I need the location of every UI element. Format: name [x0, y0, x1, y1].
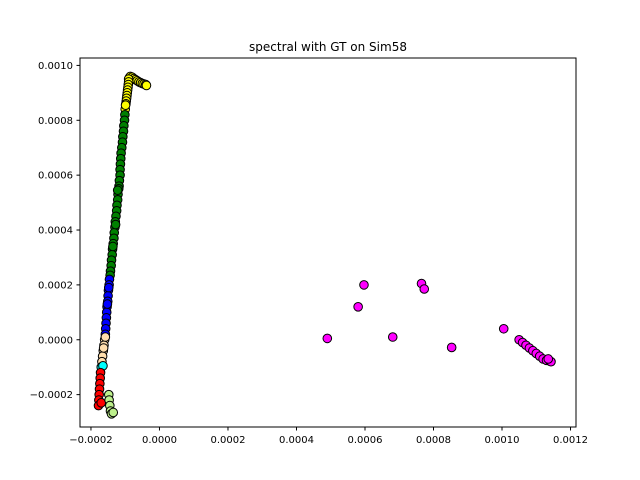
data-point — [120, 100, 131, 110]
y-tick-label: −0.0002 — [30, 390, 73, 401]
x-tick-label: 0.0002 — [210, 435, 245, 446]
chart-title: spectral with GT on Sim58 — [249, 40, 407, 54]
data-point — [419, 284, 430, 294]
data-point — [387, 332, 398, 342]
y-tick-label: 0.0000 — [38, 335, 73, 346]
x-tick-label: 0.0000 — [142, 435, 177, 446]
data-point — [359, 280, 369, 290]
y-axis: −0.0002 0.0000 0.0002 0.0004 0.0006 0.0008 0.0… — [30, 61, 80, 401]
x-tick-label: 0.0008 — [416, 435, 451, 446]
x-tick-label: 0.0012 — [553, 435, 588, 446]
data-point — [112, 185, 123, 196]
data-point — [353, 302, 363, 312]
plot-frame — [79, 57, 577, 428]
data-points — [93, 71, 556, 419]
data-point — [102, 299, 113, 309]
data-point — [322, 333, 333, 344]
data-point — [543, 354, 554, 364]
data-point — [141, 80, 152, 91]
x-tick-label: 0.0004 — [279, 435, 314, 446]
data-point — [98, 343, 109, 353]
y-tick-label: 0.0010 — [38, 61, 73, 72]
data-point — [103, 282, 114, 293]
x-tick-label: 0.0006 — [347, 435, 382, 446]
data-point — [96, 398, 107, 408]
y-tick-label: 0.0006 — [38, 171, 73, 182]
data-point — [100, 332, 111, 342]
data-point — [446, 342, 457, 353]
x-tick-label: 0.0010 — [485, 435, 520, 446]
x-axis: −0.0002 0.0000 0.0002 0.0004 0.0006 0.0008 0.0… — [69, 427, 588, 446]
data-point — [108, 241, 118, 252]
data-point — [110, 219, 121, 230]
y-tick-label: 0.0004 — [38, 226, 73, 237]
x-tick-label: −0.0002 — [69, 435, 112, 446]
data-point — [498, 323, 509, 334]
data-point — [108, 407, 119, 418]
y-tick-label: 0.0002 — [38, 280, 73, 291]
y-tick-label: 0.0008 — [38, 116, 73, 127]
